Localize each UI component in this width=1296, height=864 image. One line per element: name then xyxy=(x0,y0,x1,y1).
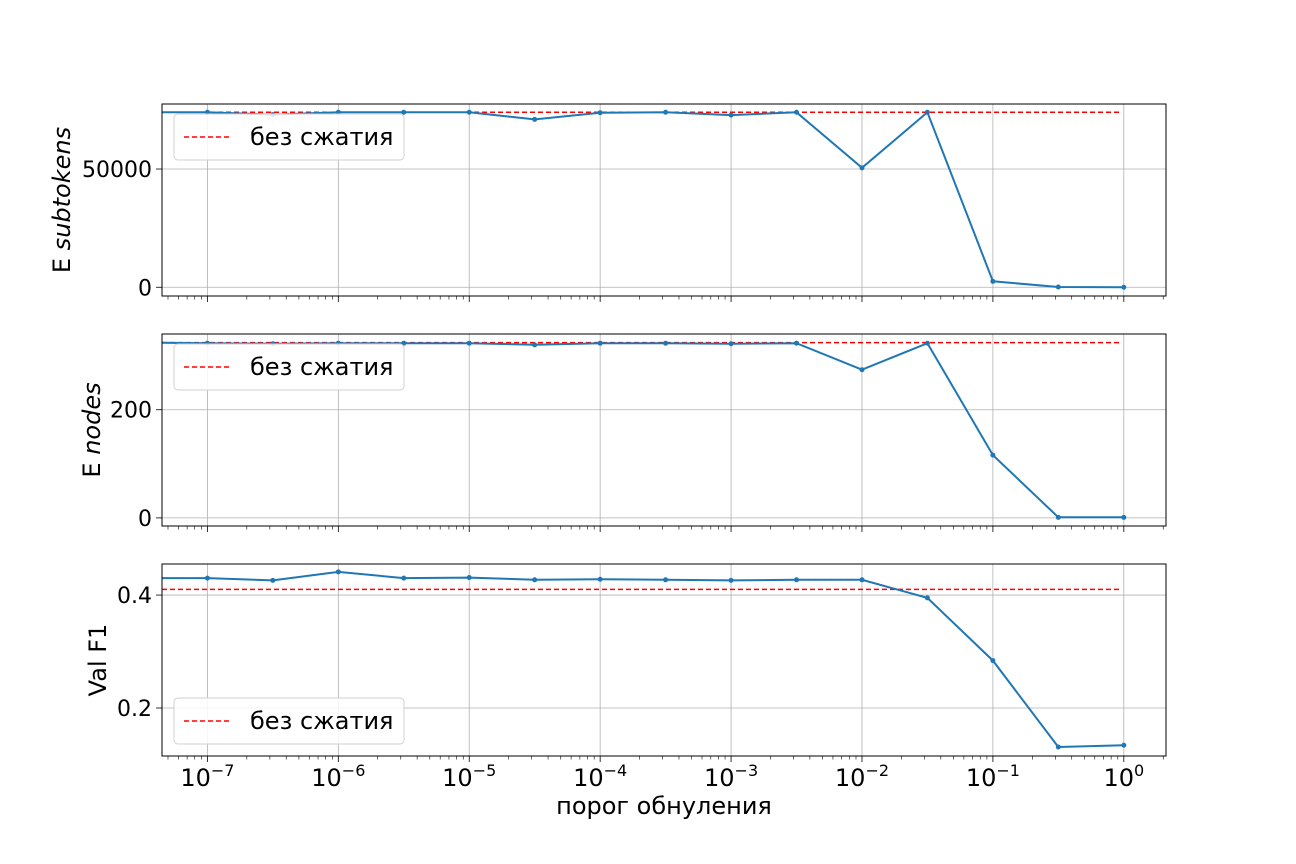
x-tick-label: 10−2 xyxy=(835,761,889,792)
data-point xyxy=(466,109,472,115)
x-axis-label: порог обнуления xyxy=(556,792,772,820)
y-tick-label: 200 xyxy=(110,399,152,424)
data-point xyxy=(663,340,669,346)
data-point xyxy=(597,340,603,346)
axes-frame xyxy=(161,103,1167,297)
data-point xyxy=(204,575,210,581)
legend-label: без сжатия xyxy=(250,707,394,735)
data-point xyxy=(1121,514,1127,520)
y-axis-label: E nodes xyxy=(78,382,106,477)
data-point xyxy=(859,577,865,583)
legend-label: без сжатия xyxy=(250,353,394,381)
y-tick-label: 0.4 xyxy=(117,584,152,609)
data-point xyxy=(924,109,930,115)
data-point xyxy=(532,342,538,348)
data-point xyxy=(859,165,865,171)
data-point xyxy=(990,278,996,284)
data-point xyxy=(728,577,734,583)
legend-box xyxy=(173,343,405,391)
data-point xyxy=(532,116,538,122)
data-point xyxy=(1055,284,1061,290)
data-point xyxy=(728,112,734,118)
data-point xyxy=(663,577,669,583)
legend-box xyxy=(173,113,405,161)
data-point xyxy=(859,367,865,373)
data-point xyxy=(335,569,341,575)
x-tick-label: 10−7 xyxy=(180,761,234,792)
y-axis-label: E subtokens xyxy=(48,127,76,273)
x-tick-label: 100 xyxy=(1103,761,1144,792)
data-point xyxy=(990,658,996,664)
data-point xyxy=(924,595,930,601)
data-point xyxy=(924,340,930,346)
x-tick-label: 10−5 xyxy=(442,761,496,792)
y-tick-label: 50000 xyxy=(82,158,152,183)
y-tick-label: 0 xyxy=(138,276,152,301)
data-point xyxy=(401,575,407,581)
axes-frame xyxy=(161,563,1167,757)
data-point xyxy=(597,576,603,582)
x-tick-label: 10−4 xyxy=(573,761,627,792)
y-axis-label: Val F1 xyxy=(84,624,112,697)
legend: без сжатия xyxy=(173,343,405,391)
data-point xyxy=(793,340,799,346)
data-point xyxy=(1121,284,1127,290)
y-tick-label: 0.2 xyxy=(117,697,152,722)
x-tick-label: 10−6 xyxy=(311,761,365,792)
data-point xyxy=(793,577,799,583)
data-point xyxy=(1055,744,1061,750)
data-point xyxy=(728,341,734,347)
data-point xyxy=(663,109,669,115)
axes-frame xyxy=(161,333,1167,527)
series-line xyxy=(162,110,1124,289)
data-point xyxy=(466,340,472,346)
series-line xyxy=(162,341,1124,519)
data-point xyxy=(532,577,538,583)
data-point xyxy=(597,110,603,116)
data-point xyxy=(1055,514,1061,520)
series-line xyxy=(162,570,1124,749)
y-tick-label: 0 xyxy=(138,507,152,532)
data-point xyxy=(401,109,407,115)
data-point xyxy=(990,452,996,458)
data-point xyxy=(270,577,276,583)
data-point xyxy=(466,575,472,581)
x-tick-label: 10−3 xyxy=(704,761,758,792)
legend: без сжатия xyxy=(173,113,405,161)
legend-label: без сжатия xyxy=(250,123,394,151)
legend: без сжатия xyxy=(173,697,405,745)
data-point xyxy=(793,109,799,115)
data-point xyxy=(1121,742,1127,748)
x-tick-label: 10−1 xyxy=(966,761,1020,792)
legend-box xyxy=(173,697,405,745)
